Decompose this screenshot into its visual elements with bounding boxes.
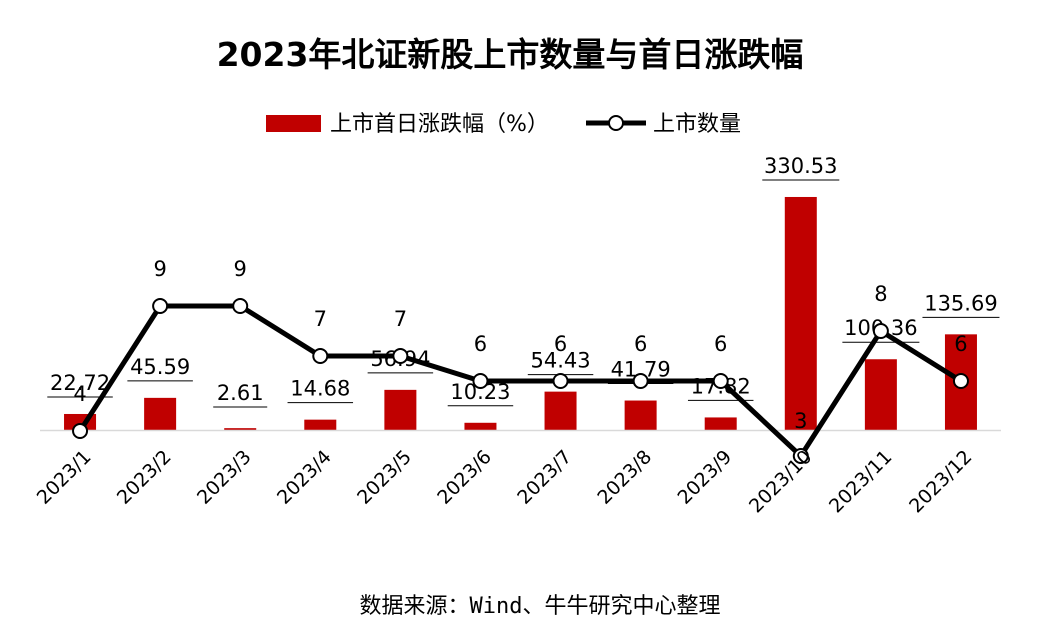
x-tick-label: 2023/12 [905, 446, 976, 517]
bar-data-label: 54.43 [530, 349, 590, 373]
x-tick-label: 2023/8 [593, 446, 656, 509]
bar [624, 400, 657, 430]
count-marker [712, 373, 729, 389]
x-tick-label: 2023/4 [273, 446, 336, 509]
count-data-label: 4 [73, 382, 86, 406]
legend-bar-swatch [266, 115, 321, 132]
count-data-label: 7 [314, 307, 327, 331]
bar [144, 397, 177, 430]
bar [784, 196, 817, 430]
count-data-label: 8 [874, 282, 887, 306]
count-marker [392, 348, 409, 364]
x-tick-label: 2023/3 [193, 446, 256, 509]
x-tick-label: 2023/1 [33, 446, 96, 509]
x-tick-label: 2023/2 [113, 446, 176, 509]
bar [864, 359, 897, 430]
bar-data-label: 45.59 [130, 355, 190, 379]
x-tick-label: 2023/6 [433, 446, 496, 509]
x-tick-label: 2023/9 [673, 446, 736, 509]
count-data-label: 7 [394, 307, 407, 331]
count-data-label: 9 [234, 257, 247, 281]
count-marker [792, 448, 809, 464]
count-marker [232, 298, 249, 314]
count-marker [552, 373, 569, 389]
count-marker [312, 348, 329, 364]
bar [704, 417, 737, 430]
bar-data-label: 2.61 [217, 381, 264, 405]
bar [384, 389, 417, 430]
count-marker [632, 373, 649, 389]
count-data-label: 6 [474, 332, 487, 356]
legend-line-label: 上市数量 [653, 112, 741, 137]
bar [544, 391, 577, 430]
x-tick-label: 2023/11 [825, 446, 896, 517]
count-data-label: 6 [634, 332, 647, 356]
count-data-label: 9 [153, 257, 166, 281]
count-marker [472, 373, 489, 389]
count-data-label: 6 [954, 332, 967, 356]
source-note: 数据来源：Wind、牛牛研究中心整理 [360, 594, 721, 619]
count-marker [872, 323, 889, 339]
bar-data-label: 135.69 [924, 291, 997, 315]
legend-bar-label: 上市首日涨跌幅（%） [330, 112, 549, 137]
x-tick-label: 2023/5 [353, 446, 416, 509]
bar-data-label: 330.53 [764, 154, 837, 178]
count-data-label: 6 [554, 332, 567, 356]
legend: 上市首日涨跌幅（%） 上市数量 [266, 112, 741, 137]
count-marker [152, 298, 169, 314]
x-tick-label: 2023/10 [745, 446, 816, 517]
count-line [77, 303, 963, 459]
bar-data-label: 14.68 [290, 377, 350, 401]
count-data-label: 3 [794, 409, 807, 433]
plot-area: 22.7245.592.6114.6856.9410.2354.4341.791… [33, 154, 1001, 517]
bar-data-label: 22.72 [50, 371, 110, 395]
bar [224, 428, 257, 430]
count-marker [952, 373, 969, 389]
x-tick-label: 2023/7 [513, 446, 576, 509]
legend-line-marker [608, 115, 624, 131]
bar [464, 422, 497, 430]
count-data-label: 6 [714, 332, 727, 356]
chart-title: 2023年北证新股上市数量与首日涨跌幅 [217, 35, 804, 74]
bar [304, 419, 337, 430]
count-marker [72, 423, 89, 439]
